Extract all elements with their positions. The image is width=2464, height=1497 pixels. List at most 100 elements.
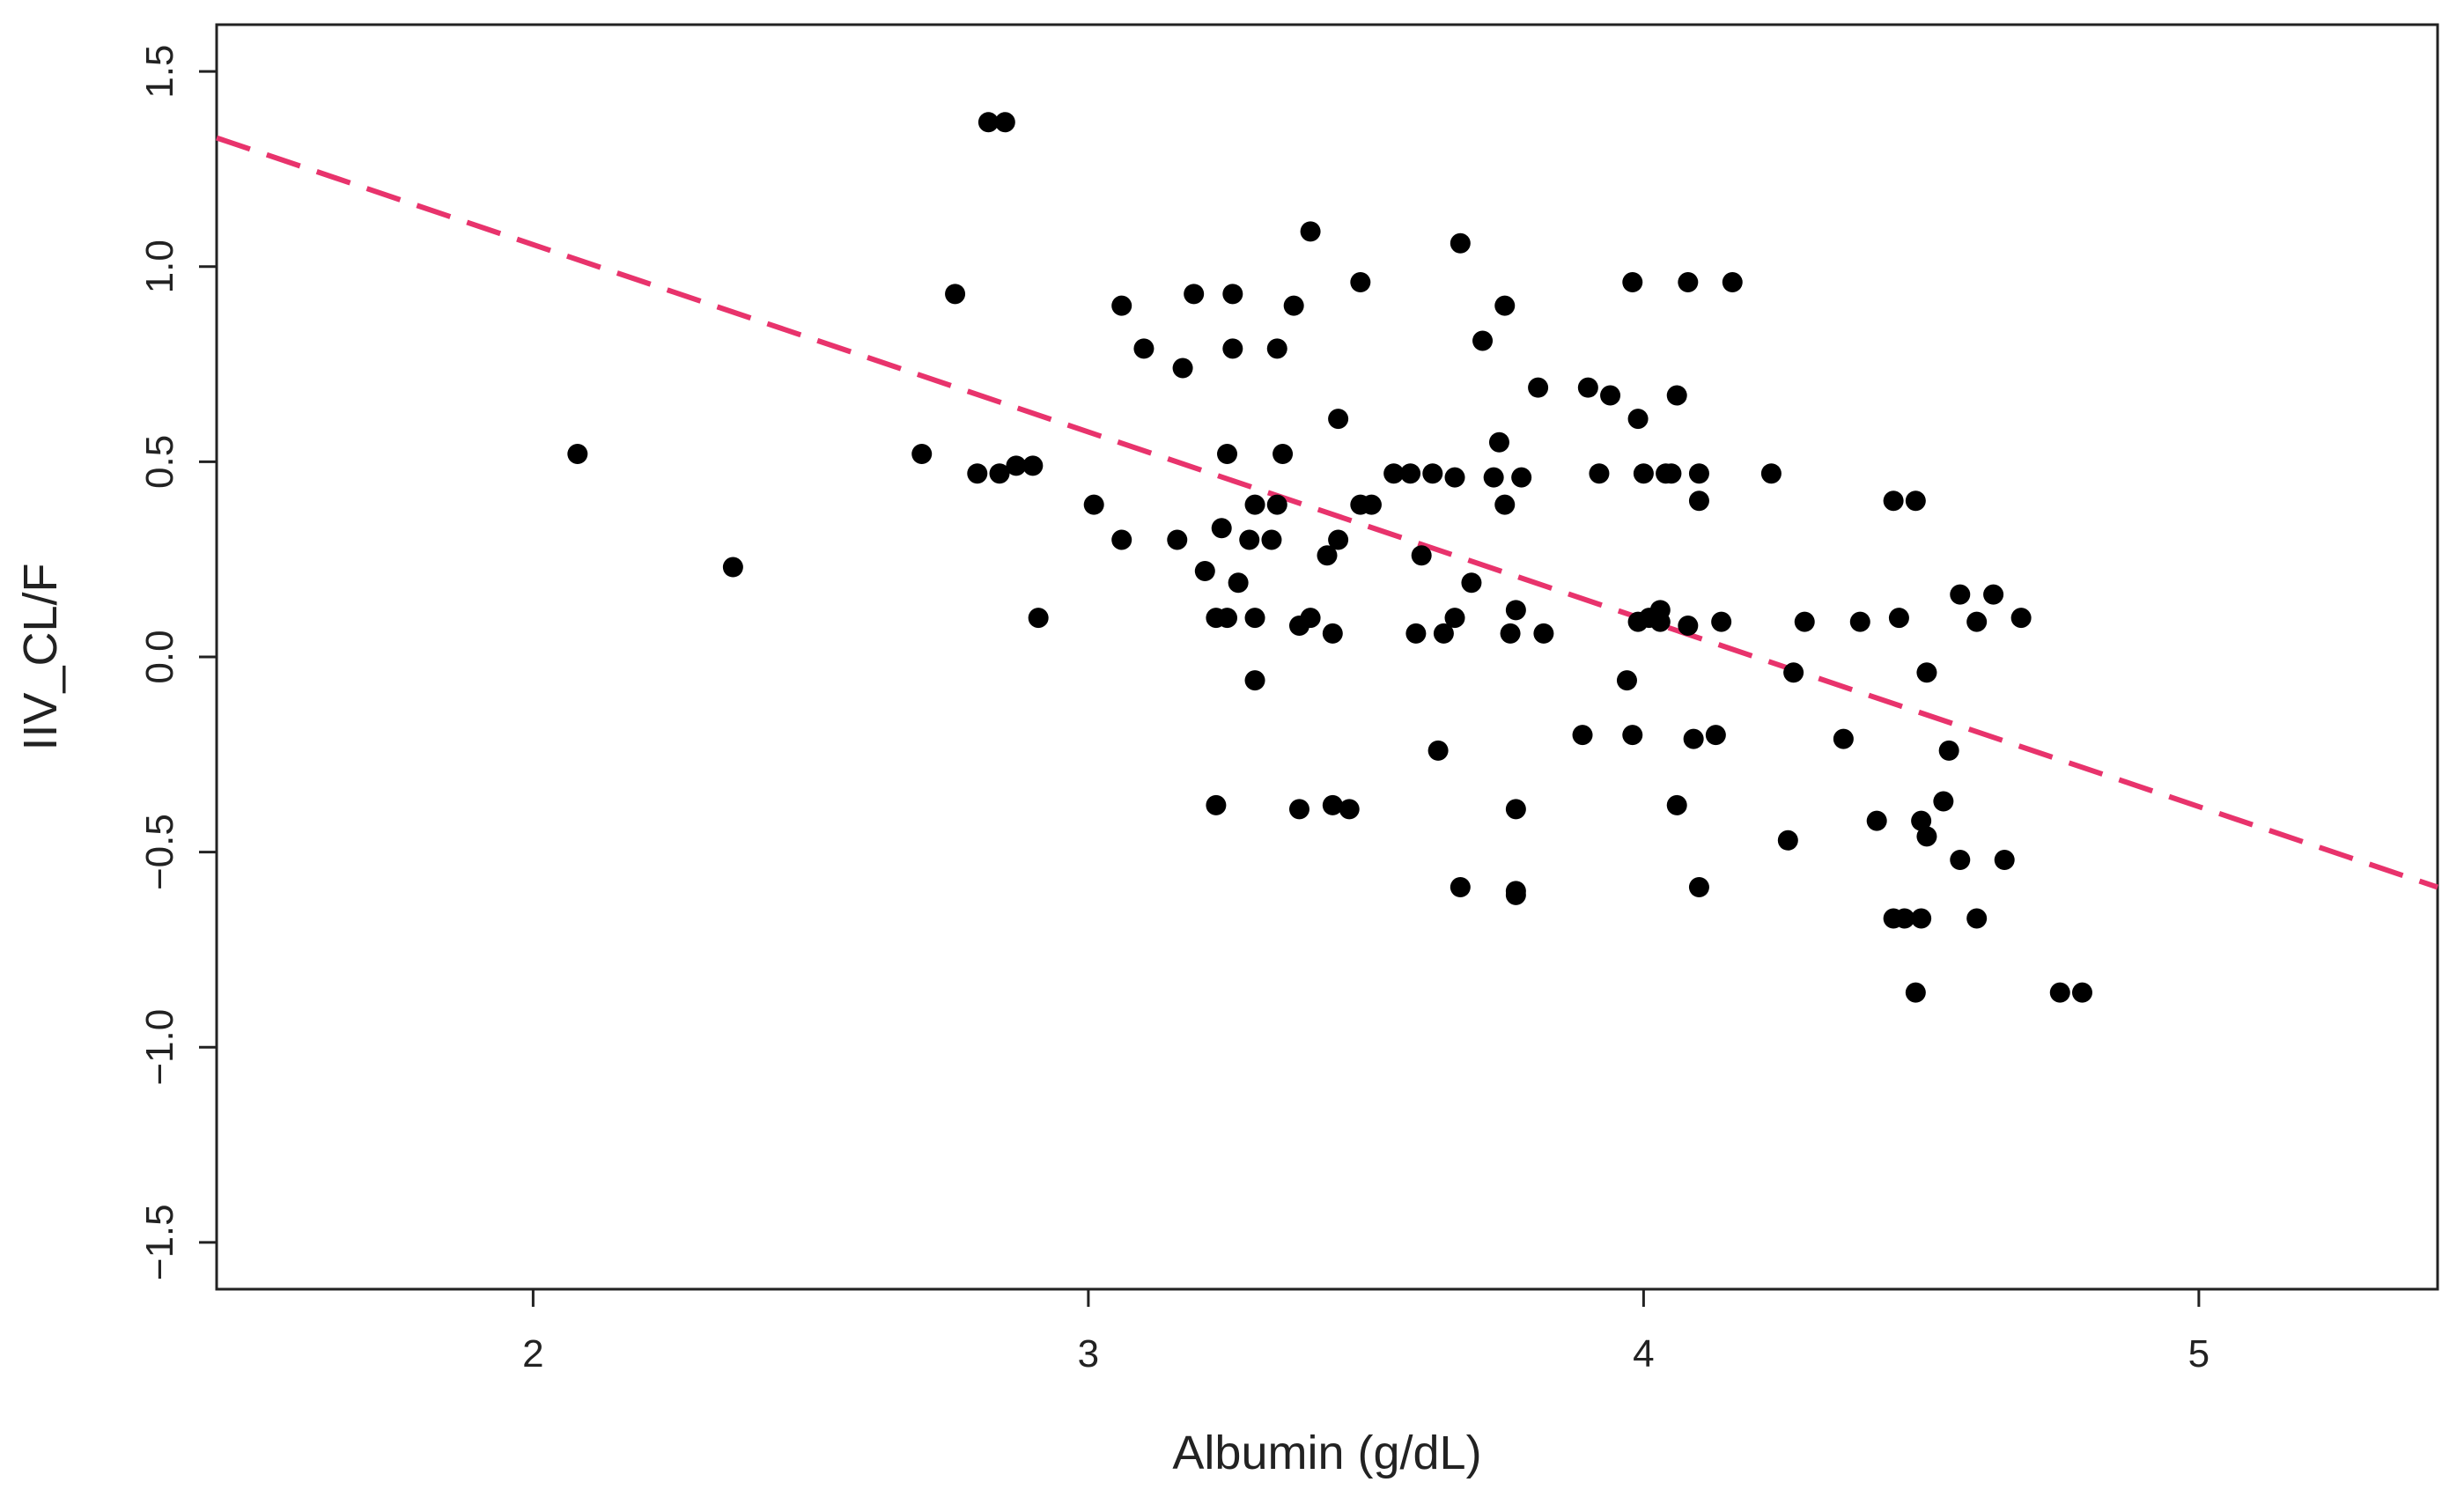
data-point bbox=[1905, 490, 1926, 512]
data-point bbox=[1938, 740, 1959, 761]
x-axis: 2 3 4 5 bbox=[522, 1289, 2209, 1375]
data-point bbox=[1450, 876, 1471, 897]
data-point bbox=[567, 444, 588, 465]
data-point bbox=[1833, 728, 1854, 749]
data-point bbox=[1983, 584, 2004, 605]
data-point bbox=[1167, 529, 1188, 550]
data-point bbox=[1244, 494, 1265, 515]
data-point bbox=[1322, 794, 1343, 815]
data-point bbox=[1622, 272, 1643, 293]
y-axis-title: IIV_CL/F bbox=[14, 563, 67, 750]
data-point bbox=[1494, 295, 1516, 316]
data-point bbox=[1322, 623, 1343, 644]
data-point bbox=[1483, 467, 1504, 488]
data-point bbox=[1472, 330, 1494, 351]
data-point bbox=[945, 284, 966, 305]
data-point bbox=[1228, 572, 1249, 594]
y-tick-label: 1.5 bbox=[138, 45, 181, 99]
data-point bbox=[1888, 608, 1909, 629]
data-point bbox=[1649, 611, 1671, 632]
data-point bbox=[1661, 463, 1682, 484]
y-tick-label: −1.0 bbox=[138, 1009, 181, 1086]
data-point bbox=[1194, 560, 1215, 581]
data-point bbox=[1849, 611, 1870, 632]
data-point bbox=[1505, 600, 1526, 621]
x-tick-label: 5 bbox=[2188, 1332, 2209, 1375]
data-point bbox=[1528, 377, 1549, 398]
data-point bbox=[1266, 494, 1287, 515]
data-point bbox=[1589, 463, 1610, 484]
data-point bbox=[1666, 385, 1687, 406]
data-point bbox=[1705, 725, 1726, 746]
data-point bbox=[1678, 616, 1699, 637]
data-point bbox=[1488, 431, 1509, 453]
data-point bbox=[1916, 662, 1937, 683]
data-point bbox=[1777, 830, 1798, 851]
data-point bbox=[1111, 295, 1132, 316]
data-point bbox=[1444, 467, 1465, 488]
data-point bbox=[1133, 338, 1155, 359]
data-point bbox=[967, 463, 988, 484]
data-point bbox=[1266, 338, 1287, 359]
data-point bbox=[1866, 810, 1887, 831]
data-point bbox=[1273, 444, 1294, 465]
data-point bbox=[1966, 908, 1988, 929]
data-point bbox=[1911, 908, 1932, 929]
data-point bbox=[722, 557, 743, 578]
x-tick-label: 4 bbox=[1633, 1332, 1654, 1375]
data-point bbox=[1028, 608, 1049, 629]
data-point bbox=[2010, 608, 2032, 629]
data-point bbox=[1678, 272, 1699, 293]
y-tick-label: −0.5 bbox=[138, 814, 181, 890]
data-point bbox=[994, 112, 1015, 133]
data-point bbox=[977, 112, 999, 133]
data-points-layer bbox=[567, 112, 2092, 1003]
data-point bbox=[1288, 799, 1309, 820]
data-point bbox=[2071, 982, 2092, 1003]
data-point bbox=[1222, 284, 1243, 305]
data-point bbox=[1577, 377, 1598, 398]
y-tick-label: 0.0 bbox=[138, 630, 181, 683]
data-point bbox=[1950, 849, 1971, 870]
y-axis: −1.5 −1.0 −0.5 0.0 0.5 1.0 1.5 bbox=[138, 45, 217, 1280]
data-point bbox=[1511, 467, 1532, 488]
data-point bbox=[1894, 908, 1915, 929]
x-tick-label: 3 bbox=[1078, 1332, 1099, 1375]
data-point bbox=[1006, 455, 1027, 476]
data-point bbox=[2049, 982, 2070, 1003]
data-point bbox=[1688, 876, 1709, 897]
data-point bbox=[1722, 272, 1743, 293]
data-point bbox=[1217, 608, 1238, 629]
data-point bbox=[1966, 611, 1988, 632]
data-point bbox=[1572, 725, 1593, 746]
data-point bbox=[1361, 494, 1382, 515]
data-point bbox=[1760, 463, 1782, 484]
data-point bbox=[1783, 662, 1804, 683]
data-point bbox=[1505, 799, 1526, 820]
data-point bbox=[1184, 284, 1205, 305]
data-point bbox=[1627, 409, 1649, 430]
data-point bbox=[1328, 409, 1349, 430]
data-point bbox=[1494, 494, 1516, 515]
data-point bbox=[1622, 725, 1643, 746]
data-point bbox=[1111, 529, 1132, 550]
y-tick-label: 1.0 bbox=[138, 240, 181, 293]
data-point bbox=[1083, 494, 1104, 515]
data-point bbox=[911, 444, 933, 465]
data-point bbox=[1950, 584, 1971, 605]
data-point bbox=[1339, 799, 1360, 820]
data-point bbox=[1916, 826, 1937, 847]
data-point bbox=[1633, 463, 1654, 484]
y-tick-label: −1.5 bbox=[138, 1204, 181, 1280]
data-point bbox=[1905, 982, 1926, 1003]
data-point bbox=[1422, 463, 1443, 484]
trend-line-layer bbox=[216, 135, 2438, 890]
data-point bbox=[1300, 608, 1321, 629]
data-point bbox=[1211, 518, 1232, 539]
data-point bbox=[1666, 794, 1687, 815]
data-point bbox=[1711, 611, 1732, 632]
data-point bbox=[1533, 623, 1554, 644]
data-point bbox=[1317, 545, 1338, 566]
data-point bbox=[1411, 545, 1432, 566]
